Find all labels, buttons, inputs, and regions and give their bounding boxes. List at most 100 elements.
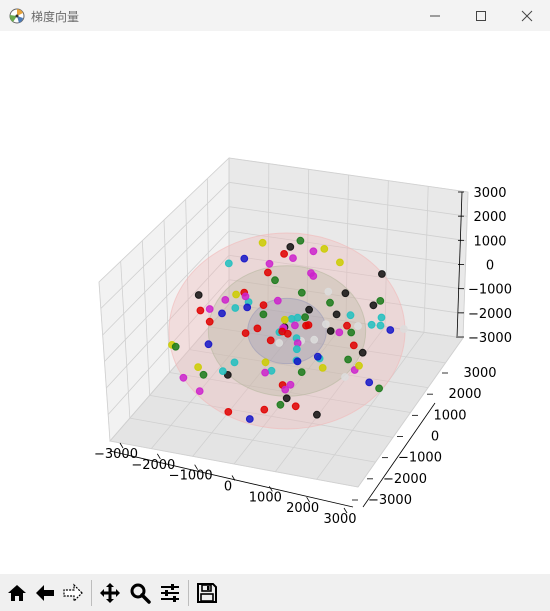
- navigation-toolbar: [0, 574, 550, 611]
- data-point: [266, 336, 275, 345]
- pan-button[interactable]: [97, 580, 123, 606]
- grid-line: [228, 157, 469, 193]
- figure-canvas[interactable]: −3000 −2000 −1000 0 1000 2000 3000 3000 2000 100…: [0, 31, 550, 574]
- z-tick-label: 1000: [473, 234, 506, 249]
- home-button[interactable]: [4, 580, 30, 606]
- data-point: [301, 313, 310, 322]
- grid-line: [228, 303, 464, 339]
- data-point: [205, 305, 214, 313]
- data-point: [195, 387, 204, 396]
- data-point: [305, 305, 314, 314]
- data-point: [196, 306, 205, 315]
- matplotlib-app-icon: [9, 8, 25, 24]
- x-tick-label: 3000: [323, 512, 356, 527]
- data-point: [291, 402, 300, 411]
- data-point: [171, 342, 180, 351]
- x-tick-label: −2000: [131, 458, 175, 473]
- close-button[interactable]: [504, 0, 550, 31]
- minimize-button[interactable]: [412, 0, 458, 31]
- data-point: [326, 327, 335, 335]
- data-point: [224, 259, 233, 268]
- y-axis-ticks: 3000 2000 1000 0 −1000 −2000 −3000: [352, 366, 497, 508]
- grid-line: [462, 191, 469, 339]
- data-point: [261, 358, 270, 367]
- data-point: [283, 329, 292, 338]
- back-button[interactable]: [32, 580, 58, 606]
- toolbar-separator: [91, 580, 92, 606]
- z-tick-label: −2000: [468, 307, 512, 322]
- data-point: [293, 313, 302, 322]
- data-point: [386, 326, 395, 334]
- data-point: [347, 328, 356, 337]
- save-button[interactable]: [194, 580, 220, 606]
- x-tick-mark: [194, 464, 199, 470]
- z-axis-ticks: 3000 2000 1000 0 −1000 −2000 −3000: [458, 186, 512, 346]
- maximize-button[interactable]: [458, 0, 504, 31]
- data-point: [224, 408, 233, 416]
- data-point: [326, 298, 334, 307]
- x-axis-ticks: −3000−2000−1000 0 1000 2000 3000: [94, 442, 357, 527]
- data-point: [221, 296, 230, 304]
- grid-line: [357, 337, 464, 488]
- data-point: [343, 321, 351, 330]
- data-point: [230, 358, 239, 367]
- data-point: [291, 321, 299, 330]
- data-point: [282, 394, 291, 403]
- data-point: [344, 355, 353, 364]
- data-point: [259, 301, 268, 310]
- data-point: [313, 410, 321, 419]
- data-point: [258, 238, 267, 247]
- data-point: [265, 259, 274, 268]
- data-point: [354, 322, 362, 330]
- y-tick-label: 3000: [463, 366, 496, 381]
- data-point: [286, 243, 295, 251]
- data-point: [289, 254, 297, 263]
- data-point: [231, 304, 240, 312]
- y-tick-label: 0: [431, 430, 439, 445]
- data-point: [241, 292, 250, 301]
- data-point: [261, 368, 270, 377]
- save-icon: [197, 583, 217, 603]
- data-point: [320, 245, 329, 253]
- forward-button[interactable]: [60, 580, 86, 606]
- data-point: [318, 364, 327, 372]
- data-point: [267, 366, 276, 375]
- y-tick-label: 2000: [448, 387, 481, 402]
- configure-subplots-button[interactable]: [157, 580, 183, 606]
- z-tick-label: −3000: [468, 331, 512, 346]
- data-point: [341, 289, 350, 298]
- y-tick-label: 1000: [433, 408, 466, 423]
- data-point: [179, 373, 188, 382]
- window-title: 梯度向量: [31, 10, 80, 24]
- data-point: [297, 288, 306, 297]
- configure-subplots-icon: [161, 584, 179, 602]
- data-point: [309, 247, 318, 256]
- data-point: [367, 320, 376, 329]
- data-point: [297, 368, 306, 377]
- data-point: [276, 400, 285, 409]
- data-point: [376, 321, 385, 330]
- data-point: [232, 290, 241, 299]
- data-point: [358, 348, 367, 357]
- zoom-button[interactable]: [127, 580, 153, 606]
- back-arrow-icon: [36, 585, 54, 601]
- data-point: [369, 301, 378, 310]
- data-point: [218, 309, 226, 318]
- x-tick-mark: [343, 507, 348, 514]
- data-point: [336, 258, 344, 267]
- data-point: [199, 370, 208, 379]
- y-tick-label: −2000: [383, 472, 427, 487]
- x-tick-mark: [231, 475, 236, 481]
- data-point: [378, 270, 386, 278]
- x-tick-label: 1000: [249, 490, 282, 505]
- z-tick-label: −1000: [468, 283, 512, 298]
- x-tick-label: −3000: [94, 447, 138, 462]
- minimize-icon: [430, 15, 440, 16]
- data-point: [194, 291, 203, 299]
- data-point: [324, 287, 333, 296]
- data-point: [377, 313, 386, 322]
- data-point: [281, 385, 290, 394]
- data-point: [273, 296, 282, 305]
- toolbar-separator: [188, 580, 189, 606]
